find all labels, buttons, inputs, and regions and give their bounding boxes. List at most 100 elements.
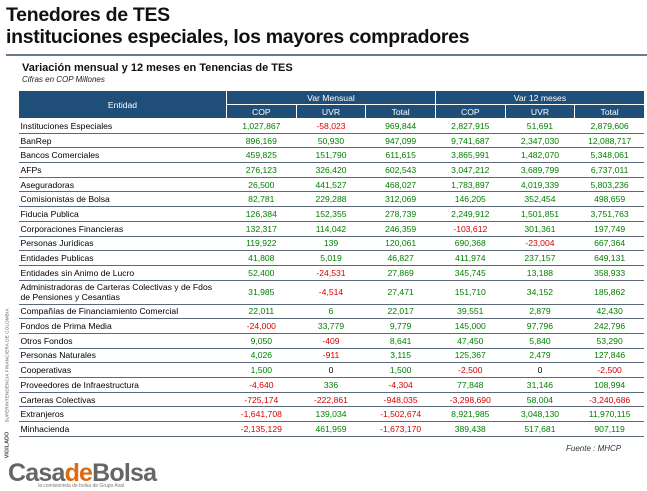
value-cell: 461,959 xyxy=(296,421,366,437)
value-cell: 3,115 xyxy=(365,348,436,364)
value-cell: 358,933 xyxy=(574,265,645,281)
value-cell: -3,298,690 xyxy=(435,392,506,408)
value-cell: 12,088,717 xyxy=(574,133,645,149)
value-cell: 649,131 xyxy=(574,250,645,266)
value-cell: -4,640 xyxy=(226,377,297,393)
value-cell: 46,827 xyxy=(365,250,436,266)
value-cell: -1,641,708 xyxy=(226,406,297,423)
value-cell: 667,364 xyxy=(574,236,645,252)
value-cell: 517,681 xyxy=(505,421,575,437)
value-cell: 345,745 xyxy=(435,265,506,281)
entity-cell: Entidades sin Animo de Lucro xyxy=(18,265,227,281)
value-cell: 31,146 xyxy=(505,377,575,393)
table-row: Aseguradoras 26,500 441,527 468,027 1,783,89… xyxy=(18,177,645,193)
vigilado-label-text: VIGILADO xyxy=(4,431,10,459)
value-cell: 1,027,867 xyxy=(226,118,297,134)
entity-cell: Fondos de Prima Media xyxy=(18,318,227,334)
table-body: Instituciones Especiales 1,027,867 -58,023… xyxy=(18,118,645,437)
table-row: Personas Naturales 4,026 -911 3,115 125,367 2… xyxy=(18,348,645,364)
value-cell: 312,069 xyxy=(365,191,436,208)
value-cell: 246,359 xyxy=(365,221,436,237)
table-row: Administradoras de Carteras Colectivas y… xyxy=(18,280,645,305)
value-cell: 947,099 xyxy=(365,133,436,149)
value-cell: 1,500 xyxy=(226,362,297,378)
value-cell: 9,779 xyxy=(365,318,436,334)
subheader-uvr: UVR xyxy=(295,104,367,119)
value-cell: 3,689,799 xyxy=(505,162,575,178)
subtitle-block: Variación mensual y 12 meses en Tenencia… xyxy=(22,62,293,85)
page-title-line2: instituciones especiales, los mayores co… xyxy=(6,26,470,48)
subheader-uvr-12m: UVR xyxy=(504,104,576,119)
value-cell: -24,000 xyxy=(226,318,297,334)
title-block: Tenedores de TES instituciones especiale… xyxy=(6,4,647,56)
value-cell: 47,450 xyxy=(435,333,506,349)
subheader-total: Total xyxy=(365,104,436,119)
value-cell: 8,921,985 xyxy=(435,406,506,423)
value-cell: 50,930 xyxy=(296,133,366,149)
value-cell: 2,827,915 xyxy=(435,118,506,134)
value-cell: 120,061 xyxy=(365,236,436,252)
value-cell: 1,500 xyxy=(365,362,436,378)
entity-cell: Compañías de Financiamiento Comercial xyxy=(18,304,227,320)
table-row: Bancos Comerciales 459,825 151,790 611,615 3… xyxy=(18,147,645,164)
value-cell: 907,119 xyxy=(574,421,645,437)
value-cell: 34,152 xyxy=(505,280,575,305)
table-row: Entidades Publicas 41,808 5,019 46,827 411,9… xyxy=(18,250,645,266)
logo-part-casa: Casa xyxy=(8,459,65,487)
logo-part-de: de xyxy=(64,459,93,487)
value-cell: 896,169 xyxy=(226,133,297,149)
value-cell: 229,288 xyxy=(296,191,366,208)
value-cell: 276,123 xyxy=(226,162,297,178)
value-cell: -4,514 xyxy=(296,280,366,305)
value-cell: 22,017 xyxy=(365,304,436,320)
value-cell: 9,050 xyxy=(226,333,297,349)
entity-cell: Personas Naturales xyxy=(18,348,227,364)
value-cell: 2,249,912 xyxy=(435,206,506,222)
entity-cell: Cooperativas xyxy=(18,362,227,378)
group-header-monthly: Var Mensual xyxy=(226,90,436,105)
value-cell: 459,825 xyxy=(226,147,297,164)
value-cell: 31,985 xyxy=(226,280,297,305)
table-row: Otros Fondos 9,050 -409 8,641 47,450 5,840 53,… xyxy=(18,333,645,349)
value-cell: 146,205 xyxy=(435,191,506,208)
value-cell: 1,482,070 xyxy=(505,147,575,164)
value-cell: 58,004 xyxy=(505,392,575,408)
value-cell: 278,739 xyxy=(365,206,436,222)
casadebolsa-logo: CasadeBolsa la comisionista de bolsa de … xyxy=(8,459,157,490)
table-row: AFPs 276,123 326,420 602,543 3,047,212 3,689,… xyxy=(18,162,645,178)
page-title: Tenedores de TES xyxy=(6,4,170,26)
vigilado-label: VIGILADO xyxy=(0,430,14,460)
value-cell: 3,047,212 xyxy=(435,162,506,178)
value-cell: 51,691 xyxy=(505,118,575,134)
entity-cell: Carteras Colectivas xyxy=(18,392,227,408)
value-cell: 108,994 xyxy=(574,377,645,393)
value-cell: 151,790 xyxy=(296,147,366,164)
table-header-row: Entidad Var Mensual Var 12 meses xyxy=(18,90,645,119)
value-cell: 4,019,339 xyxy=(505,177,575,193)
value-cell: -911 xyxy=(296,348,366,364)
entity-cell: Aseguradoras xyxy=(18,177,227,193)
value-cell: 42,430 xyxy=(574,304,645,320)
entity-cell: Otros Fondos xyxy=(18,333,227,349)
value-cell: 0 xyxy=(505,362,575,378)
value-cell: 53,290 xyxy=(574,333,645,349)
value-cell: 1,783,897 xyxy=(435,177,506,193)
value-cell: -4,304 xyxy=(365,377,436,393)
table-row: Corporaciones Financieras 132,317 114,042 2… xyxy=(18,221,645,237)
value-cell: 9,741,687 xyxy=(435,133,506,149)
logo-wordmark: CasadeBolsa xyxy=(8,459,157,487)
side-label: SUPERINTENDENCIA FINANCIERA DE COLOMBIA xyxy=(0,300,14,430)
entity-cell: AFPs xyxy=(18,162,227,178)
value-cell: -24,531 xyxy=(296,265,366,281)
subheader-cop: COP xyxy=(226,104,297,119)
subheader-total-12m: Total xyxy=(574,104,645,119)
value-cell: 468,027 xyxy=(365,177,436,193)
value-cell: 1,501,851 xyxy=(505,206,575,222)
value-cell: 498,659 xyxy=(574,191,645,208)
value-cell: -2,500 xyxy=(435,362,506,378)
table-row: Carteras Colectivas -725,174 -222,861 -948,… xyxy=(18,392,645,408)
value-cell: 6,737,011 xyxy=(574,162,645,178)
value-cell: 2,879 xyxy=(505,304,575,320)
value-cell: 411,974 xyxy=(435,250,506,266)
table-subheader-row: COP UVR Total COP UVR Total xyxy=(19,104,645,119)
